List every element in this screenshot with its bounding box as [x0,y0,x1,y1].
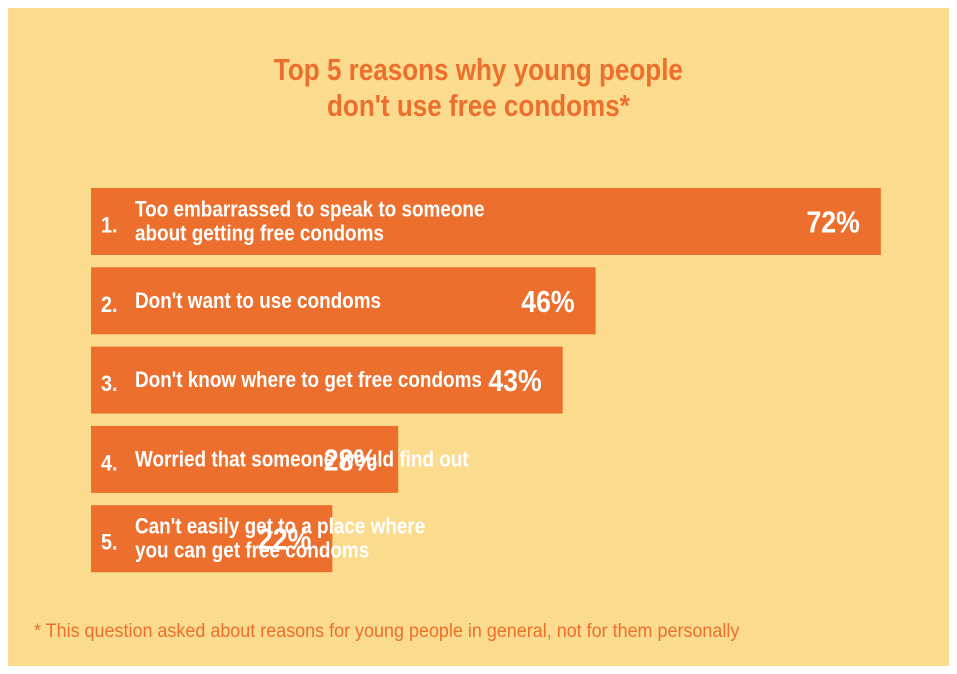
bar-category-label: Don't know where to get free condoms [135,368,482,393]
bar-value-label: 72% [806,206,859,240]
bar-group-1: 1. Too embarrassed to speak to someoneabo… [91,188,881,255]
bar-rank-number: 5. [101,531,117,555]
bar-category-label: about getting free condoms [135,221,384,246]
bar-value-label: 28% [324,444,377,478]
bar-5 [91,505,333,573]
bar-rank-number: 3. [101,372,117,396]
bar-category-label: Can't easily get to a place where [135,514,425,539]
bar-value-label: 46% [521,285,574,319]
bar-group-3: 3. Don't know where to get free condoms 43… [91,346,563,414]
bar-group-2: 2. Don't want to use condoms 46% [91,267,596,335]
bar-rank-number: 4. [101,451,117,475]
bar-4 [91,425,399,493]
bar-1 [91,188,881,255]
bar-category-label: you can get free condoms [135,538,369,563]
bar-3 [91,346,563,414]
chart-title-line-2: don't use free condoms* [327,88,630,123]
bar-rank-number: 2. [101,293,117,317]
bar-category-label: Too embarrassed to speak to someone [135,197,484,222]
bar-rank-number: 1. [101,214,117,238]
chart-footnote: * This question asked about reasons for … [34,621,740,642]
bar-category-label: Worried that someone would find out [135,447,469,472]
chart-title: Top 5 reasons why young people don't use… [76,52,880,124]
bar-category-label: Don't want to use condoms [135,288,381,313]
bar-value-label: 43% [488,364,541,398]
chart-title-line-1: Top 5 reasons why young people [273,52,683,87]
bar-value-label: 22% [258,523,311,557]
bar-2 [91,267,596,335]
